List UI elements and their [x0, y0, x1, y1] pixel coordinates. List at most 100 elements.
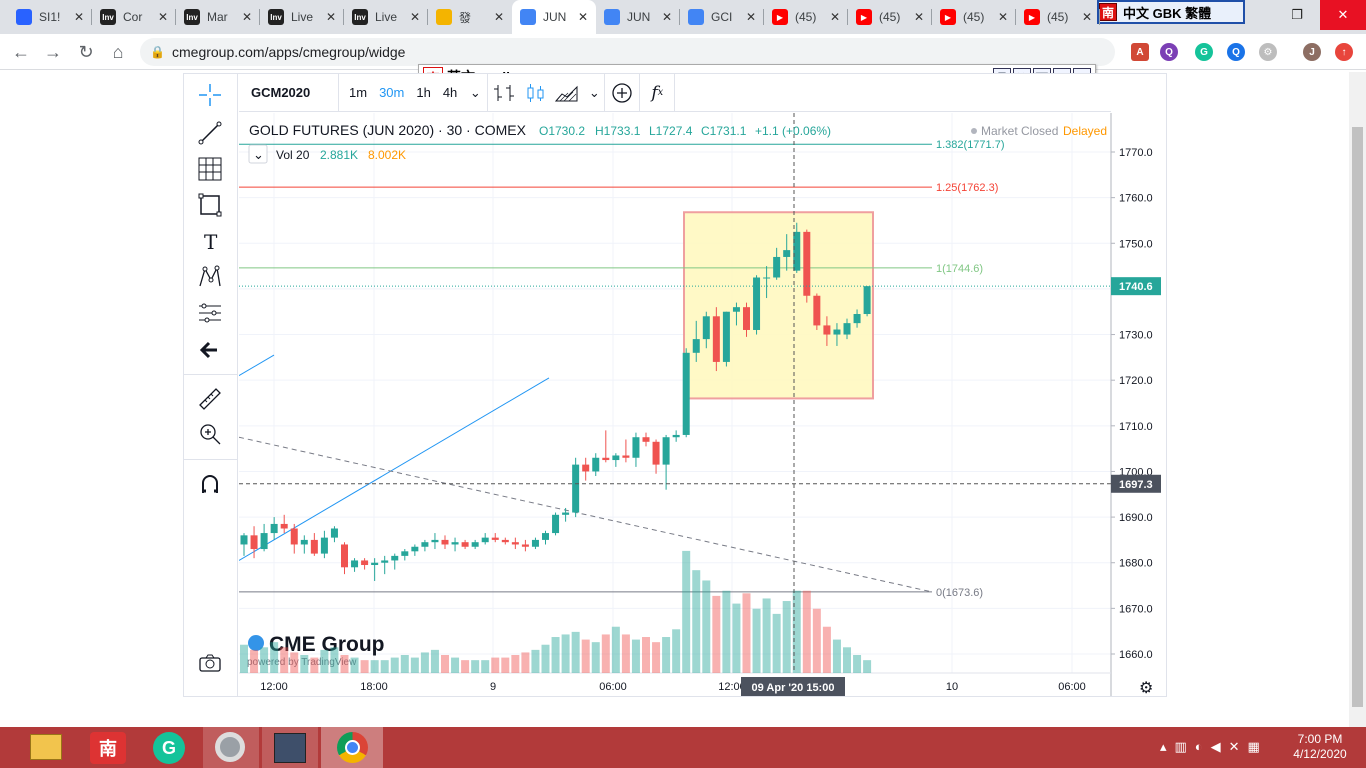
candle[interactable]: [431, 539, 439, 543]
browser-tab[interactable]: GCI ✕: [680, 0, 764, 34]
trend-line[interactable]: [239, 354, 275, 377]
text-icon[interactable]: T: [197, 228, 223, 254]
address-bar[interactable]: 🔒 cmegroup.com/apps/cmegroup/widge: [140, 38, 1115, 66]
area-style-icon[interactable]: [550, 74, 584, 112]
interval-4h[interactable]: 4h: [442, 85, 458, 100]
close-tab-icon[interactable]: ✕: [745, 10, 756, 24]
close-tab-icon[interactable]: ✕: [409, 10, 420, 24]
browser-tab[interactable]: ▶ (45) ✕: [932, 0, 1016, 34]
candle[interactable]: [803, 231, 811, 296]
close-tab-icon[interactable]: ✕: [241, 10, 252, 24]
close-tab-icon[interactable]: ✕: [1081, 10, 1092, 24]
candle[interactable]: [652, 441, 660, 465]
reload-icon[interactable]: ↻: [78, 41, 94, 62]
candle[interactable]: [813, 295, 821, 326]
symbol-search[interactable]: GCM2020: [239, 73, 339, 112]
page-scrollbar[interactable]: [1349, 72, 1366, 727]
ruler-icon[interactable]: [197, 386, 223, 412]
browser-tab[interactable]: ▶ (45) ✕: [1016, 0, 1100, 34]
candle[interactable]: [722, 311, 730, 362]
prediction-icon[interactable]: [197, 300, 223, 326]
candle[interactable]: [562, 512, 570, 515]
candle[interactable]: [461, 542, 469, 547]
ime-taskbar-icon[interactable]: 南: [90, 732, 126, 764]
candle[interactable]: [763, 277, 771, 279]
candle[interactable]: [280, 523, 288, 529]
candle[interactable]: [481, 537, 489, 543]
candle[interactable]: [521, 544, 529, 547]
candle[interactable]: [240, 535, 248, 545]
browser-tab[interactable]: 發 ✕: [428, 0, 512, 34]
candle[interactable]: [732, 307, 740, 312]
candle[interactable]: [582, 464, 590, 472]
browser-tab[interactable]: SI1! ✕: [8, 0, 92, 34]
candle[interactable]: [793, 231, 801, 271]
candle[interactable]: [290, 528, 298, 545]
fib-rectangle[interactable]: [683, 211, 874, 400]
candle[interactable]: [692, 339, 700, 353]
ime-status-bar[interactable]: 南 中文 GBK 繁體: [1097, 0, 1245, 24]
candle[interactable]: [300, 539, 308, 545]
candle[interactable]: [320, 537, 328, 554]
candle[interactable]: [361, 560, 369, 566]
candle[interactable]: [783, 250, 791, 257]
interval-1m[interactable]: 1m: [349, 85, 368, 100]
chrome-old-taskbar-icon[interactable]: [203, 727, 259, 768]
candle[interactable]: [632, 437, 640, 458]
candle[interactable]: [642, 437, 650, 442]
candle[interactable]: [260, 533, 268, 550]
candle[interactable]: [542, 533, 549, 540]
candle[interactable]: [270, 523, 278, 534]
extension-icon[interactable]: ⚙: [1259, 43, 1277, 61]
candle[interactable]: [622, 455, 630, 458]
close-tab-icon[interactable]: ✕: [997, 10, 1008, 24]
crosshair-icon[interactable]: [197, 82, 223, 108]
chevron-down-icon[interactable]: ⌄: [469, 84, 481, 100]
search-extension-icon[interactable]: Q: [1160, 43, 1178, 61]
update-icon[interactable]: ↑: [1335, 43, 1353, 61]
browser-tab[interactable]: ▶ (45) ✕: [848, 0, 932, 34]
camera-icon[interactable]: [197, 650, 223, 676]
back-icon[interactable]: ←: [12, 41, 30, 62]
candle[interactable]: [833, 329, 841, 335]
browser-tab[interactable]: Inv Live ✕: [260, 0, 344, 34]
browser-tab[interactable]: Inv Cor ✕: [92, 0, 176, 34]
close-tab-icon[interactable]: ✕: [73, 10, 84, 24]
candle[interactable]: [843, 323, 851, 335]
close-tab-icon[interactable]: ✕: [829, 10, 840, 24]
candles-style-icon[interactable]: [522, 74, 550, 112]
chrome-taskbar-icon[interactable]: [321, 727, 383, 768]
candle[interactable]: [511, 542, 519, 545]
candle[interactable]: [853, 314, 861, 324]
pdf-extension-icon[interactable]: A: [1131, 43, 1149, 61]
candle[interactable]: [491, 537, 499, 540]
candle[interactable]: [712, 316, 720, 362]
candle[interactable]: [572, 464, 580, 513]
close-tab-icon[interactable]: ✕: [913, 10, 924, 24]
chart-type-chevron-icon[interactable]: ⌄: [588, 84, 600, 100]
candle[interactable]: [401, 551, 409, 556]
candle[interactable]: [823, 325, 831, 335]
candle[interactable]: [863, 286, 871, 315]
magnet-icon[interactable]: [197, 471, 223, 497]
candle[interactable]: [612, 455, 620, 461]
candle[interactable]: [501, 539, 509, 543]
candle[interactable]: [391, 555, 399, 561]
browser-tab[interactable]: ▶ (45) ✕: [764, 0, 848, 34]
candle[interactable]: [682, 352, 690, 435]
candle[interactable]: [351, 560, 359, 568]
candle[interactable]: [753, 277, 761, 330]
interval-1h[interactable]: 1h: [416, 85, 431, 100]
candle[interactable]: [702, 316, 710, 340]
candle[interactable]: [250, 535, 258, 550]
candle[interactable]: [330, 528, 338, 538]
bars-style-icon[interactable]: [488, 74, 522, 112]
interval-30m[interactable]: 30m: [379, 85, 405, 100]
candle[interactable]: [381, 560, 389, 563]
compare-add-icon[interactable]: [605, 74, 639, 112]
trend-line-icon[interactable]: [197, 120, 223, 146]
grammarly-taskbar-icon[interactable]: G: [153, 732, 185, 764]
candle[interactable]: [743, 307, 750, 330]
close-window-button[interactable]: ✕: [1320, 0, 1366, 30]
